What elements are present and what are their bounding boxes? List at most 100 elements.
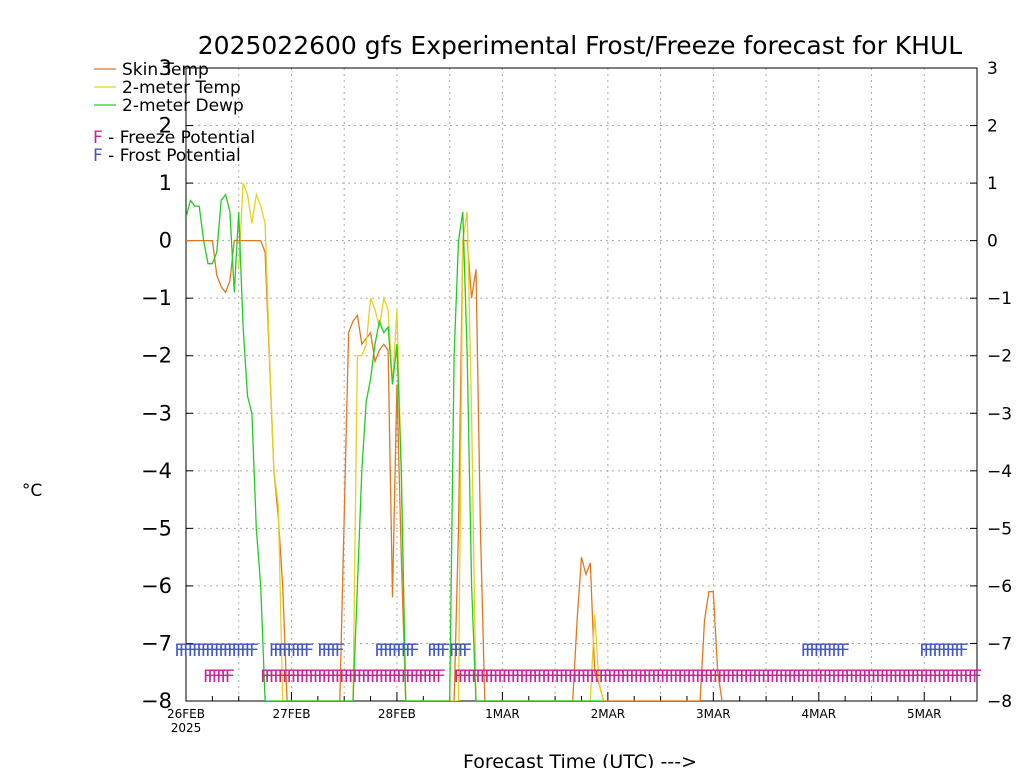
freeze-flag: F bbox=[458, 667, 468, 687]
freeze-flag: F bbox=[713, 667, 723, 687]
freeze-flag: F bbox=[700, 667, 710, 687]
freeze-flag: F bbox=[897, 667, 907, 687]
freeze-flag: F bbox=[810, 667, 820, 687]
freeze-flag: F bbox=[933, 667, 943, 687]
frost-flag: F bbox=[928, 641, 938, 661]
frost-flag: F bbox=[458, 641, 468, 661]
flag-legend-symbol: F bbox=[93, 128, 103, 148]
freeze-flag: F bbox=[836, 667, 846, 687]
freeze-flag: F bbox=[203, 667, 213, 687]
freeze-flag: F bbox=[621, 667, 631, 687]
freeze-flag: F bbox=[616, 667, 626, 687]
frost-flag: F bbox=[249, 641, 259, 661]
frost-flag: F bbox=[227, 641, 237, 661]
freeze-flag: F bbox=[664, 667, 674, 687]
freeze-flag: F bbox=[563, 667, 573, 687]
flag-legend-item: F - Freeze Potential bbox=[93, 128, 255, 148]
x-tick-sublabel: 2025 bbox=[171, 721, 202, 735]
frost-flag: F bbox=[827, 641, 837, 661]
y-tick-label: −3 bbox=[987, 404, 1012, 424]
x-tick-label: 28FEB bbox=[378, 707, 416, 721]
freeze-flag: F bbox=[326, 667, 336, 687]
freeze-flag: F bbox=[480, 667, 490, 687]
freeze-flag: F bbox=[748, 667, 758, 687]
chart-title: 2025022600 gfs Experimental Frost/Freeze… bbox=[198, 31, 963, 60]
freeze-flag: F bbox=[265, 667, 275, 687]
frost-flag: F bbox=[201, 641, 211, 661]
freeze-flag: F bbox=[519, 667, 529, 687]
freeze-flag: F bbox=[673, 667, 683, 687]
freeze-flag: F bbox=[708, 667, 718, 687]
freeze-flag: F bbox=[643, 667, 653, 687]
frost-flag: F bbox=[388, 641, 398, 661]
flag-legend-text: - Frost Potential bbox=[103, 146, 241, 166]
frost-flag: F bbox=[405, 641, 415, 661]
frost-flag: F bbox=[188, 641, 198, 661]
freeze-flag: F bbox=[339, 667, 349, 687]
freeze-flag: F bbox=[704, 667, 714, 687]
frost-flag: F bbox=[959, 641, 969, 661]
freeze-flag: F bbox=[322, 667, 332, 687]
freeze-flag: F bbox=[686, 667, 696, 687]
freeze-flag: F bbox=[691, 667, 701, 687]
freeze-flag: F bbox=[651, 667, 661, 687]
y-tick-label: 0 bbox=[987, 232, 998, 252]
frost-flag: F bbox=[273, 641, 283, 661]
freeze-flag: F bbox=[396, 667, 406, 687]
x-tick-label: 26FEB bbox=[167, 707, 205, 721]
frost-flag: F bbox=[322, 641, 332, 661]
x-tick-label: 3MAR bbox=[696, 707, 731, 721]
freeze-flag: F bbox=[476, 667, 486, 687]
freeze-flag: F bbox=[774, 667, 784, 687]
plot-frame bbox=[185, 67, 978, 702]
freeze-flag: F bbox=[853, 667, 863, 687]
y-tick-label: 0 bbox=[159, 229, 172, 253]
freeze-flag: F bbox=[454, 667, 464, 687]
frost-flag: F bbox=[440, 641, 450, 661]
freeze-flag: F bbox=[722, 667, 732, 687]
freeze-flag: F bbox=[528, 667, 538, 687]
freeze-flag: F bbox=[401, 667, 411, 687]
freeze-flag: F bbox=[845, 667, 855, 687]
y-tick-label: −6 bbox=[987, 577, 1012, 597]
freeze-flag: F bbox=[941, 667, 951, 687]
frost-flag: F bbox=[192, 641, 202, 661]
freeze-flag: F bbox=[796, 667, 806, 687]
freeze-flag: F bbox=[559, 667, 569, 687]
freeze-flag: F bbox=[814, 667, 824, 687]
freeze-flag: F bbox=[950, 667, 960, 687]
freeze-flag: F bbox=[282, 667, 292, 687]
freeze-flag: F bbox=[506, 667, 516, 687]
x-tick-label: 4MAR bbox=[802, 707, 837, 721]
freeze-flag: F bbox=[770, 667, 780, 687]
freeze-flag: F bbox=[489, 667, 499, 687]
freeze-flag: F bbox=[660, 667, 670, 687]
y-tick-label: −8 bbox=[141, 689, 172, 713]
freeze-flag: F bbox=[212, 667, 222, 687]
frost-flag: F bbox=[823, 641, 833, 661]
freeze-flag: F bbox=[972, 667, 982, 687]
freeze-flag: F bbox=[572, 667, 582, 687]
frost-flag: F bbox=[335, 641, 345, 661]
freeze-flag: F bbox=[502, 667, 512, 687]
freeze-flag: F bbox=[761, 667, 771, 687]
frost-flag: F bbox=[379, 641, 389, 661]
freeze-flag: F bbox=[656, 667, 666, 687]
freeze-flag: F bbox=[849, 667, 859, 687]
frost-flag: F bbox=[410, 641, 420, 661]
y-tick-label: −1 bbox=[987, 289, 1012, 309]
frost-flag: F bbox=[196, 641, 206, 661]
frost-flag: F bbox=[300, 641, 310, 661]
freeze-flag: F bbox=[585, 667, 595, 687]
y-tick-label: 3 bbox=[159, 56, 172, 80]
freeze-flag: F bbox=[594, 667, 604, 687]
freeze-flag: F bbox=[678, 667, 688, 687]
frost-flag: F bbox=[179, 641, 189, 661]
freeze-flag: F bbox=[902, 667, 912, 687]
y-tick-label: −7 bbox=[141, 631, 172, 655]
freeze-flag: F bbox=[911, 667, 921, 687]
freeze-flag: F bbox=[511, 667, 521, 687]
freeze-flag: F bbox=[405, 667, 415, 687]
